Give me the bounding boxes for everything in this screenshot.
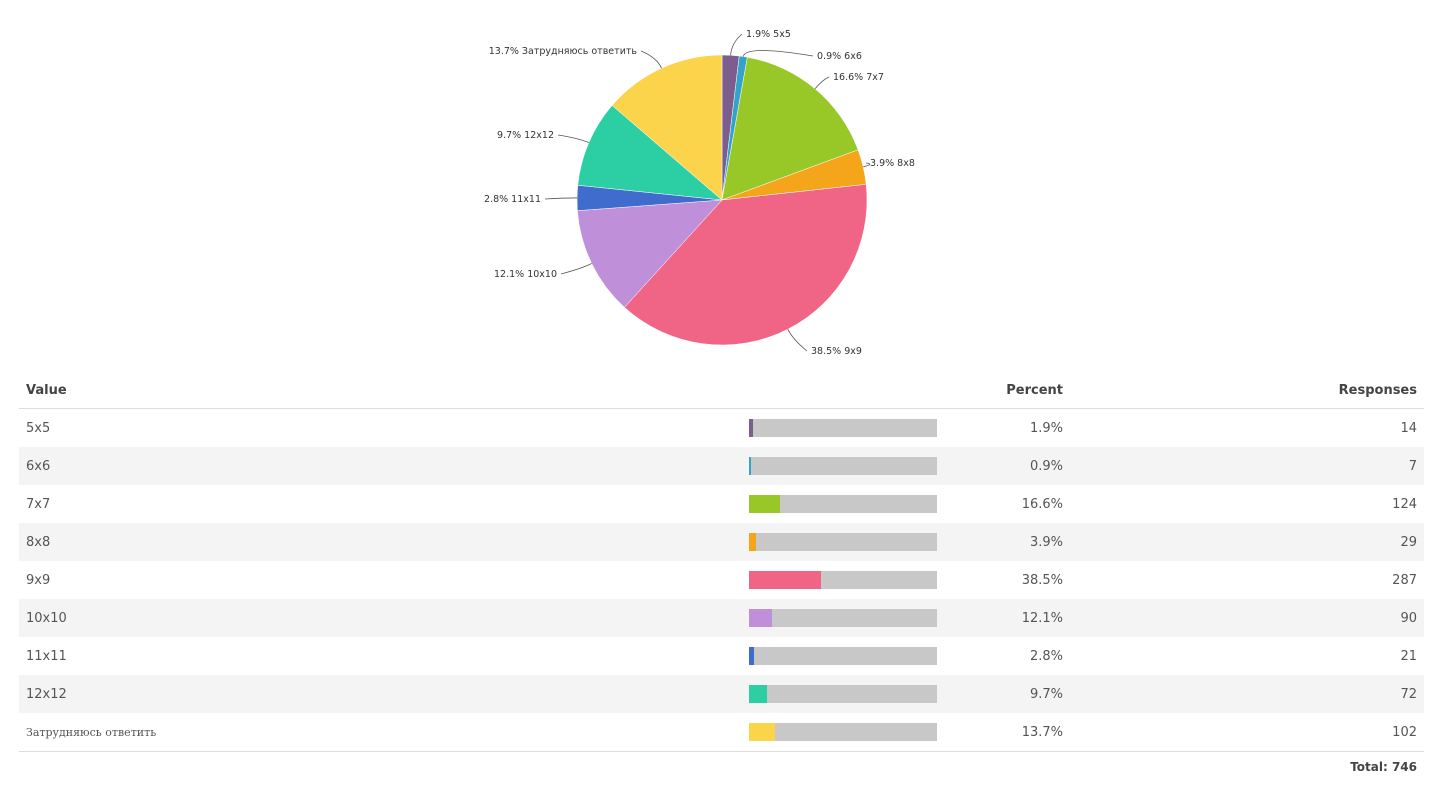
row-percent: 3.9% [946, 523, 1070, 561]
label-connector [742, 50, 814, 57]
row-value: Затрудняюсь ответить [19, 713, 742, 752]
row-percent: 13.7% [946, 713, 1070, 752]
table-row: 6x6 0.9% 7 [19, 447, 1424, 485]
table-row: 8x8 3.9% 29 [19, 523, 1424, 561]
pie-label: 38.5% 9x9 [811, 346, 862, 357]
pie-label: 16.6% 7x7 [833, 72, 884, 83]
row-percent: 9.7% [946, 675, 1070, 713]
percent-bar [749, 533, 937, 551]
percent-bar [749, 723, 937, 741]
pie-label: 13.7% Затрудняюсь ответить [489, 46, 638, 57]
row-percent: 38.5% [1021, 572, 1063, 588]
table-row: 10x10 12.1% 90 [19, 599, 1424, 637]
table-row: 11x11 2.8% 21 [19, 637, 1424, 675]
row-responses: 72 [1070, 675, 1424, 713]
label-connector [787, 329, 808, 352]
pie-label: 12.1% 10x10 [494, 269, 557, 280]
results-table: Value Percent Responses 5x5 1.9% 14 6x6 0… [19, 372, 1424, 752]
percent-bar-fill [749, 457, 751, 475]
row-value: 11x11 [26, 648, 67, 664]
table-row: 9x9 38.5% 287 [19, 561, 1424, 599]
percent-bar-fill [749, 685, 768, 703]
pie-label: 0.9% 6x6 [817, 51, 862, 62]
percent-bar-fill [749, 723, 775, 741]
label-connector [557, 134, 589, 144]
header-responses: Responses [1070, 372, 1424, 409]
percent-bar [749, 495, 937, 513]
row-value: 5x5 [26, 420, 51, 436]
pie-slice-7 [577, 105, 723, 201]
table-row: Затрудняюсь ответить 13.7% 102 [19, 713, 1424, 752]
row-percent: 16.6% [1021, 496, 1063, 512]
row-responses: 90 [1070, 599, 1424, 637]
total-responses: Total: 746 [1350, 760, 1417, 774]
table-row: 12x12 9.7% 72 [19, 675, 1424, 713]
row-percent: 12.1% [946, 599, 1070, 637]
label-connector [863, 162, 871, 168]
pie-slice-8 [611, 54, 723, 201]
percent-bar-fill [749, 609, 772, 627]
pie-label: 1.9% 5x5 [746, 29, 791, 40]
pie-slice-2 [721, 56, 859, 201]
pie-chart: 1.9% 5x5 0.9% 6x6 16.6% 7x7 3.9% 8x8 38.5% 9… [484, 29, 915, 357]
label-connector [544, 197, 578, 200]
percent-bar-fill [749, 647, 755, 665]
percent-bar [749, 457, 937, 475]
pie-label: 3.9% 8x8 [870, 158, 915, 169]
row-value: 7x7 [26, 496, 51, 512]
percent-bar-fill [749, 533, 757, 551]
row-value: 8x8 [19, 523, 742, 561]
row-responses: 287 [1392, 572, 1417, 588]
percent-bar [749, 571, 937, 589]
percent-bar-fill [749, 571, 822, 589]
header-percent: Percent [946, 372, 1070, 409]
percent-bar [749, 647, 937, 665]
row-percent: 1.9% [1029, 420, 1063, 436]
pie-slice-4 [624, 184, 868, 346]
row-percent: 2.8% [1029, 648, 1063, 664]
row-percent: 0.9% [946, 447, 1070, 485]
row-value: 12x12 [19, 675, 742, 713]
table-row: 7x7 16.6% 124 [19, 485, 1424, 523]
label-connector [560, 263, 592, 275]
row-responses: 21 [1400, 648, 1417, 664]
row-responses: 102 [1070, 713, 1424, 752]
row-responses: 7 [1070, 447, 1424, 485]
row-responses: 29 [1070, 523, 1424, 561]
table-row: 5x5 1.9% 14 [19, 409, 1424, 448]
label-connector [640, 50, 662, 69]
label-connector [730, 33, 743, 56]
row-value: 10x10 [19, 599, 742, 637]
pie-label: 2.8% 11x11 [484, 194, 541, 205]
label-connector [814, 76, 830, 90]
header-value: Value [19, 372, 742, 409]
percent-bar [749, 609, 937, 627]
percent-bar-fill [749, 419, 753, 437]
row-responses: 14 [1400, 420, 1417, 436]
row-value: 6x6 [19, 447, 742, 485]
row-responses: 124 [1392, 496, 1417, 512]
percent-bar [749, 685, 937, 703]
percent-bar [749, 419, 937, 437]
row-value: 9x9 [26, 572, 51, 588]
pie-label: 9.7% 12x12 [497, 130, 554, 141]
pie-slice-5 [577, 199, 723, 308]
percent-bar-fill [749, 495, 781, 513]
